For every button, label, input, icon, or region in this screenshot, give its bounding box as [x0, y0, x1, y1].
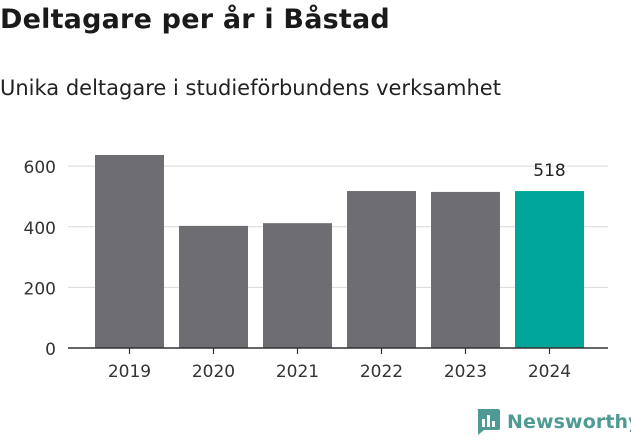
brand-name: Newsworthy — [507, 411, 631, 433]
bar-2024 — [515, 191, 584, 348]
x-tick-label: 2021 — [276, 362, 319, 382]
x-tick-label: 2022 — [360, 362, 403, 382]
x-tick-label: 2023 — [444, 362, 487, 382]
y-tick-label: 0 — [45, 340, 56, 360]
bar-2023 — [431, 191, 500, 348]
y-tick-label: 200 — [24, 279, 56, 299]
bar-chart: 0 200 400 600 2019 2020 2021 2022 2023 2024 518 — [24, 154, 608, 382]
x-tick-label: 2024 — [528, 362, 571, 382]
chart-subtitle: Unika deltagare i studieförbundens verks… — [0, 76, 501, 100]
x-tick-label: 2019 — [108, 362, 151, 382]
y-tick-label: 600 — [24, 158, 56, 178]
bar-2020 — [179, 225, 248, 348]
bar-2021 — [263, 223, 332, 348]
y-tick-label: 400 — [24, 219, 56, 239]
newsworthy-logo: Newsworthy — [475, 406, 631, 438]
bar-chart-logo-icon — [477, 409, 500, 435]
bar-2019 — [95, 154, 164, 348]
chart-title: Deltagare per år i Båstad — [0, 4, 390, 35]
data-label: 518 — [533, 161, 565, 181]
x-tick-label: 2020 — [192, 362, 235, 382]
bar-2022 — [347, 191, 416, 348]
